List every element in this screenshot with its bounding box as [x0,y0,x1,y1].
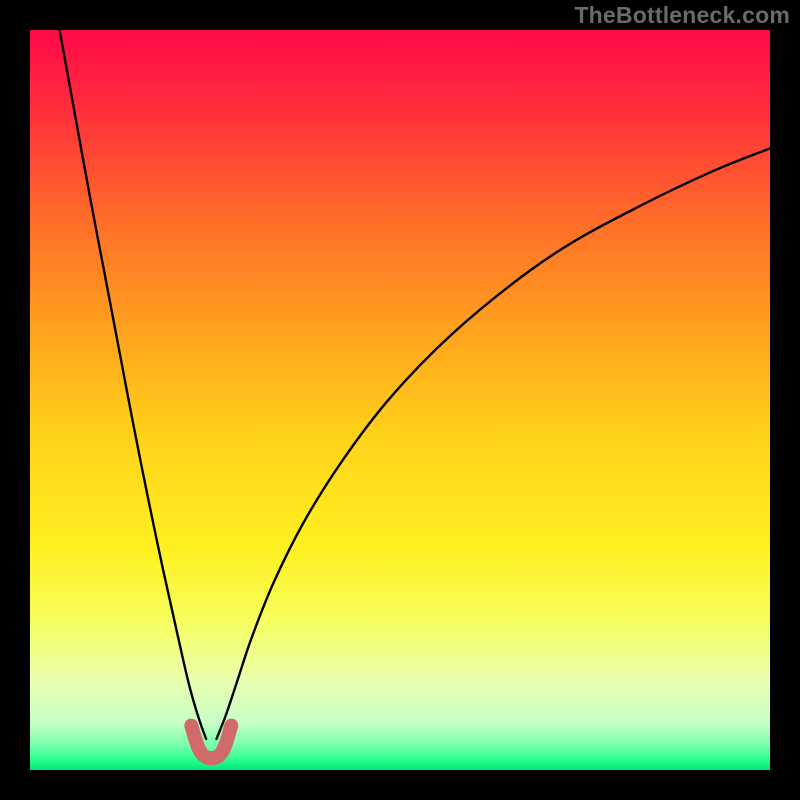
chart-background [30,30,770,770]
chart-stage: TheBottleneck.com [0,0,800,800]
bottleneck-chart [0,0,800,800]
watermark-text: TheBottleneck.com [574,2,790,29]
